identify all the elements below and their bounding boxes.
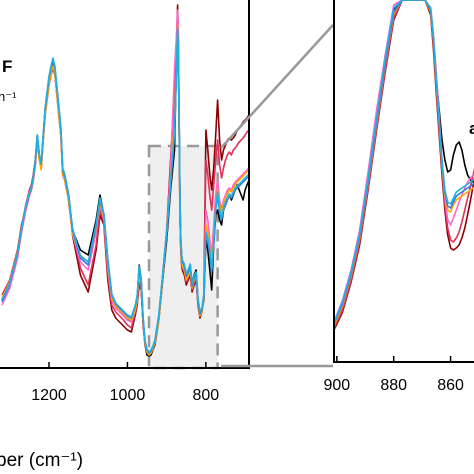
main-x-tick-label-800: 800 [193,387,220,404]
main-x-axis-title: ber (cm⁻¹) [0,450,83,471]
inset-series-group [334,0,474,331]
main-text-fragment-f: F [2,57,12,76]
inset-series-line-2 [334,0,474,331]
main-series-group [1,4,250,357]
inset-text-fragment-a: a [469,119,474,138]
inset-series-line-1 [334,0,474,326]
inset-series-line-7 [334,0,474,324]
inset-x-tick-label-860: 860 [437,377,464,394]
main-series-line-7 [1,27,250,353]
main-x-tick-label-1200: 1200 [31,387,67,404]
main-panel: 1200 1000 800 F n⁻¹ ber (cm⁻¹) [0,0,250,471]
inset-x-tick-label-900: 900 [323,377,350,394]
inset-series-line-6 [334,0,474,325]
inset-series-line-5 [334,0,474,327]
inset-highlight-box [147,144,219,370]
main-text-fragment-unit: n⁻¹ [0,89,17,104]
inset-series-line-3 [334,0,474,329]
main-x-ticks: 1200 1000 800 [31,362,219,404]
inset-x-ticks: 900 880 860 [323,356,464,394]
main-plot-frame [0,0,250,369]
connector-top [220,24,334,149]
inset-x-tick-label-880: 880 [380,377,407,394]
inset-panel: 900 880 860 a [323,0,474,394]
main-x-tick-label-1000: 1000 [110,387,146,404]
inset-plot-frame [333,0,474,363]
